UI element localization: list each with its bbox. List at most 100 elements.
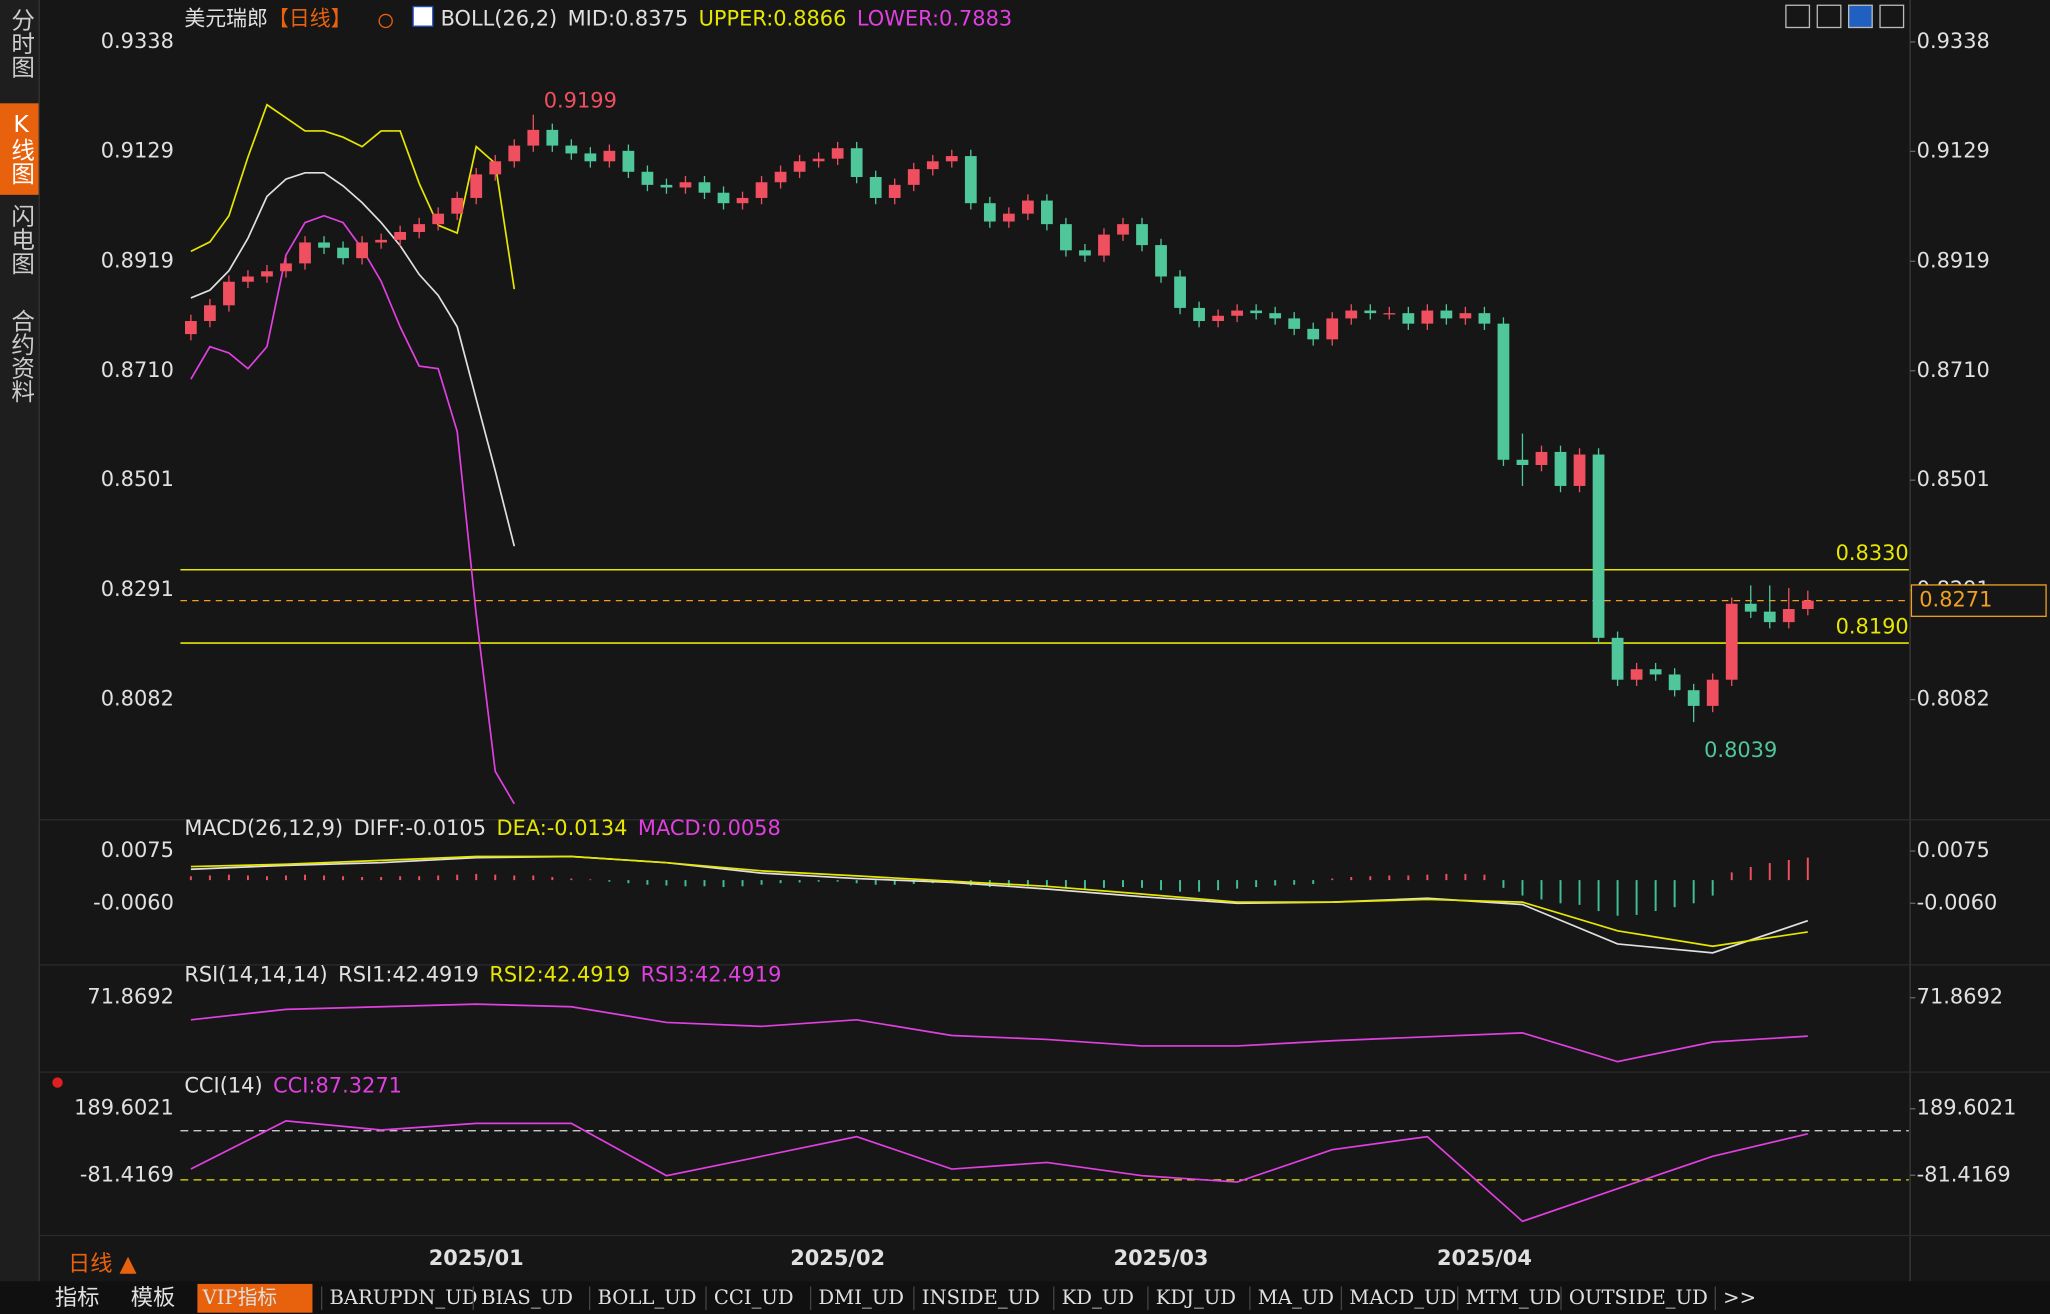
candle-body: [1269, 313, 1282, 319]
y-tick-label: -81.4169: [80, 1162, 174, 1186]
panel-title: MACD(26,12,9): [184, 816, 343, 840]
bottom-tab[interactable]: 模板: [131, 1285, 175, 1311]
y-tick-label-right: 189.6021: [1917, 1096, 2017, 1120]
candle-body: [413, 224, 426, 232]
indicator-line: [190, 855, 1809, 954]
bottom-tab[interactable]: MACD_UD: [1349, 1286, 1456, 1309]
sidebar-tab[interactable]: 合约资料: [7, 308, 35, 403]
bottom-tab[interactable]: OUTSIDE_UD: [1569, 1286, 1708, 1309]
candle-body: [432, 213, 445, 225]
candle-body: [1535, 451, 1548, 466]
candle-body: [831, 148, 844, 159]
bottom-tab[interactable]: BIAS_UD: [481, 1286, 573, 1309]
bottom-tab[interactable]: MTM_UD: [1466, 1286, 1561, 1309]
bottom-tab[interactable]: 指标: [55, 1285, 99, 1311]
panel-header: MACD(26,12,9) DIFF:-0.0105 DEA:-0.0134 MACD…: [184, 816, 780, 840]
candle-body: [1326, 318, 1339, 340]
icon[interactable]: [1848, 4, 1873, 29]
y-tick-label-right: 0.9338: [1917, 29, 1990, 53]
icon[interactable]: [1785, 4, 1811, 29]
candle-body: [1440, 310, 1453, 319]
candle-body: [1364, 310, 1377, 314]
candle-body: [1212, 315, 1224, 322]
indicator-name: BOLL(26,2): [441, 7, 558, 31]
candle-body: [774, 171, 787, 183]
y-tick-label-right: 0.0075: [1917, 838, 1990, 862]
candle-body: [1174, 276, 1186, 308]
bottom-tab[interactable]: MA_UD: [1258, 1286, 1334, 1309]
candle-body: [318, 242, 330, 248]
bottom-tab[interactable]: >>: [1723, 1286, 1756, 1309]
bottom-tab[interactable]: CCI_UD: [714, 1286, 794, 1309]
y-tick-label-right: 0.9129: [1917, 138, 1990, 162]
level-label: 0.8190: [1836, 614, 1909, 638]
candle-body: [1345, 310, 1358, 319]
y-tick-label-right: 0.8710: [1917, 358, 1990, 382]
y-tick-label: 0.8082: [101, 687, 174, 711]
period-selector[interactable]: 日线 ▲: [68, 1251, 138, 1277]
candle-body: [1250, 310, 1263, 314]
y-tick-label: 0.8501: [101, 467, 174, 491]
indicator-line: [190, 1003, 1808, 1063]
bottom-tab[interactable]: INSIDE_UD: [922, 1286, 1040, 1309]
icon[interactable]: [1816, 4, 1842, 29]
sidebar-tab[interactable]: K线图: [7, 110, 35, 185]
candle-body: [983, 203, 996, 222]
candle-body: [337, 247, 349, 259]
icon[interactable]: [1879, 4, 1905, 29]
panel-header: CCI(14) CCI:87.3271: [184, 1073, 402, 1097]
indicator-line: [190, 1120, 1808, 1223]
panel-value: RSI3:42.4919: [641, 962, 782, 986]
sidebar-tab[interactable]: 分时图: [7, 8, 35, 79]
candle-body: [907, 169, 920, 185]
candle-body: [1649, 669, 1662, 675]
indicator-header: BOLL(26,2) MID:0.8375 UPPER:0.8866 LOWER:0.…: [441, 7, 1013, 31]
panel-value: RSI1:42.4919: [338, 962, 479, 986]
candle-body: [1611, 637, 1624, 680]
candle-body: [1421, 310, 1434, 324]
indicator-line: [190, 171, 516, 547]
panel-value: MACD:0.0058: [638, 816, 781, 840]
x-tick-label: 2025/02: [790, 1246, 885, 1270]
candle-body: [926, 161, 939, 170]
candle-body: [1459, 313, 1472, 319]
bottom-tab[interactable]: KD_UD: [1062, 1286, 1134, 1309]
y-tick-label: 0.9129: [101, 138, 174, 162]
candle-body: [1307, 328, 1320, 340]
candle-body: [1763, 611, 1776, 623]
candle-body: [945, 156, 958, 162]
candle-body: [1079, 250, 1091, 256]
y-tick-label: -0.0060: [93, 890, 174, 914]
bottom-tab[interactable]: KDJ_UD: [1156, 1286, 1236, 1309]
candle-body: [1706, 679, 1719, 706]
alert-icon[interactable]: [52, 1077, 63, 1088]
candle-body: [242, 276, 254, 282]
candle-body: [1021, 200, 1034, 214]
toolbar-icons: [1785, 4, 1905, 29]
sidebar-tab[interactable]: 闪电图: [7, 204, 35, 275]
panel-title: RSI(14,14,14): [184, 962, 327, 986]
candle-body: [1592, 454, 1605, 638]
candle-body: [869, 177, 882, 198]
candle-body: [1801, 600, 1814, 610]
bottom-tab[interactable]: BARUPDN_UD: [329, 1286, 477, 1309]
add-icon[interactable]: [378, 13, 393, 29]
sidebar-active: [0, 103, 40, 195]
candle-body: [736, 197, 749, 204]
bottom-tab[interactable]: VIP指标: [202, 1286, 277, 1309]
bottom-tab[interactable]: DMI_UD: [818, 1286, 904, 1309]
candle-body: [717, 192, 730, 204]
candle-body: [1497, 323, 1510, 460]
candle-body: [1136, 224, 1148, 246]
indicator-value: MID:0.8375: [568, 7, 688, 31]
candle-body: [1041, 200, 1053, 225]
candle-body: [1098, 234, 1110, 256]
candle-body: [1630, 669, 1643, 680]
bottom-bar: [0, 1281, 2050, 1314]
candle-body: [1725, 603, 1738, 680]
candle-body: [1668, 674, 1681, 691]
bottom-tab[interactable]: BOLL_UD: [597, 1286, 696, 1309]
y-tick-label: 71.8692: [87, 985, 173, 1009]
